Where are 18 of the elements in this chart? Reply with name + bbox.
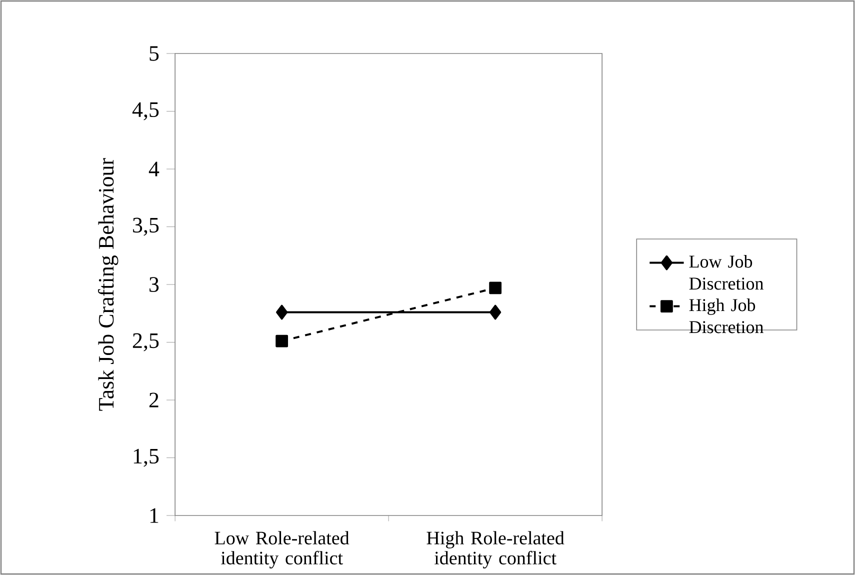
- y-tick-label: 1: [150, 508, 158, 523]
- y-tick-label: 1,5: [134, 448, 159, 467]
- y-tick-label: 3: [150, 277, 159, 292]
- y-tick-label: 5: [150, 46, 159, 61]
- x-tick-label: High Role-related identity conflict: [426, 531, 564, 568]
- x-tick-label: Low Role-related identity conflict: [214, 531, 350, 568]
- y-tick-label: 3,5: [133, 218, 159, 236]
- y-tick-label: 4: [148, 162, 160, 176]
- legend-label: Low Job Discretion: [689, 255, 764, 290]
- y-tick-label: 2,5: [132, 333, 159, 352]
- point: [276, 304, 288, 320]
- y-tick-label: 4,5: [132, 102, 159, 120]
- y-tick-label: 2: [149, 392, 158, 408]
- legend-label: High Job Discretion: [689, 298, 764, 334]
- y-axis-title: Task Job Crafting Behaviour: [98, 158, 118, 411]
- point: [489, 282, 502, 294]
- point: [490, 304, 502, 320]
- point: [276, 334, 288, 348]
